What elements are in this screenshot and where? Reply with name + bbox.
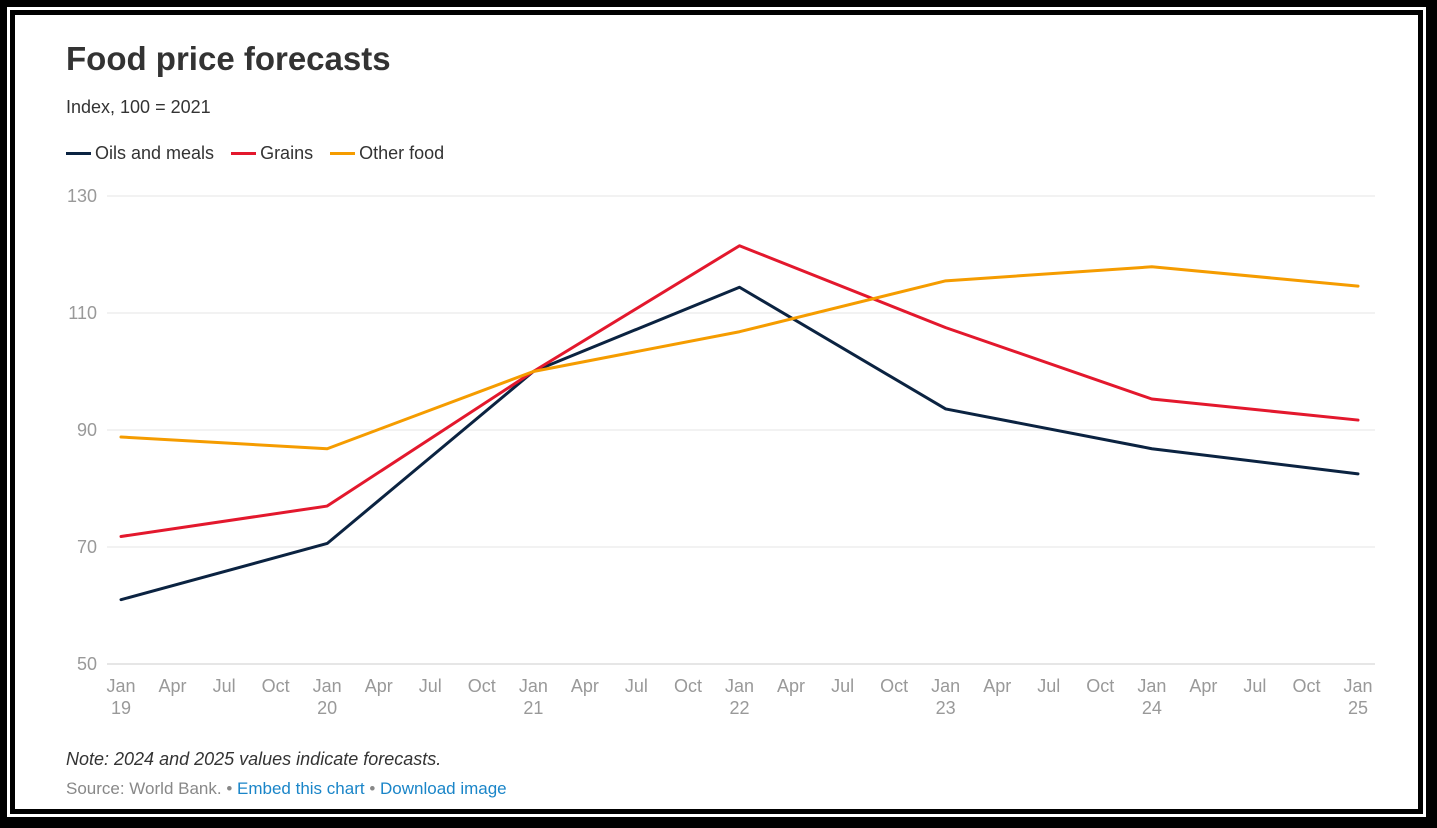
y-tick-label-90: 90 bbox=[77, 420, 97, 440]
x-tick-month-22: Jul bbox=[1243, 676, 1266, 696]
chart-subtitle: Index, 100 = 2021 bbox=[66, 97, 211, 117]
x-tick-month-18: Jul bbox=[1037, 676, 1060, 696]
x-tick-month-1: Apr bbox=[159, 676, 187, 696]
x-tick-month-23: Oct bbox=[1292, 676, 1320, 696]
x-tick-month-2: Jul bbox=[213, 676, 236, 696]
x-tick-month-24: Jan bbox=[1343, 676, 1372, 696]
x-tick-month-10: Jul bbox=[625, 676, 648, 696]
legend-item-other-food[interactable]: Other food bbox=[330, 143, 444, 164]
y-tick-label-50: 50 bbox=[77, 654, 97, 674]
x-tick-month-15: Oct bbox=[880, 676, 908, 696]
x-tick-year-22: 22 bbox=[729, 698, 749, 718]
series-line-oils-and-meals[interactable] bbox=[119, 285, 1360, 602]
chart-source: Source: World Bank. • Embed this chart •… bbox=[66, 779, 507, 799]
chart-note: Note: 2024 and 2025 values indicate fore… bbox=[66, 749, 442, 769]
chart-legend: Oils and meals Grains Other food bbox=[66, 143, 461, 164]
embed-chart-link[interactable]: Embed this chart bbox=[237, 779, 365, 798]
grid-lines bbox=[107, 195, 1375, 665]
y-tick-label-130: 130 bbox=[67, 186, 97, 206]
legend-label-grains: Grains bbox=[260, 143, 314, 163]
frame-border bbox=[7, 7, 1426, 817]
chart-title: Food price forecasts bbox=[66, 40, 391, 77]
legend-label-other-food: Other food bbox=[359, 143, 445, 163]
x-tick-month-0: Jan bbox=[106, 676, 135, 696]
series-line-other-food[interactable] bbox=[119, 265, 1360, 451]
x-tick-year-23: 23 bbox=[936, 698, 956, 718]
separator-1: • bbox=[226, 779, 233, 798]
legend-item-grains[interactable]: Grains bbox=[231, 143, 313, 164]
download-image-link[interactable]: Download image bbox=[380, 779, 507, 798]
x-tick-month-16: Jan bbox=[931, 676, 960, 696]
x-tick-month-13: Apr bbox=[777, 676, 805, 696]
x-tick-year-25: 25 bbox=[1348, 698, 1368, 718]
legend-swatch-other-food bbox=[330, 152, 356, 155]
x-tick-month-17: Apr bbox=[983, 676, 1011, 696]
legend-item-oils-and-meals[interactable]: Oils and meals bbox=[66, 143, 214, 164]
source-text: Source: World Bank. bbox=[66, 779, 222, 798]
x-tick-month-20: Jan bbox=[1137, 676, 1166, 696]
separator-2: • bbox=[369, 779, 376, 798]
x-tick-month-5: Apr bbox=[365, 676, 393, 696]
x-tick-month-19: Oct bbox=[1086, 676, 1114, 696]
x-tick-month-3: Oct bbox=[262, 676, 290, 696]
x-tick-month-14: Jul bbox=[831, 676, 854, 696]
x-tick-year-20: 20 bbox=[317, 698, 337, 718]
x-tick-month-4: Jan bbox=[313, 676, 342, 696]
legend-swatch-oils-and-meals bbox=[66, 152, 91, 155]
x-tick-month-12: Jan bbox=[725, 676, 754, 696]
x-tick-month-7: Oct bbox=[468, 676, 496, 696]
x-tick-month-9: Apr bbox=[571, 676, 599, 696]
legend-swatch-grains bbox=[231, 152, 257, 155]
x-tick-year-21: 21 bbox=[523, 698, 543, 718]
x-tick-year-24: 24 bbox=[1142, 698, 1162, 718]
frame-inner-border bbox=[13, 13, 1420, 811]
y-tick-label-110: 110 bbox=[68, 303, 97, 323]
x-tick-month-8: Jan bbox=[519, 676, 548, 696]
x-tick-month-21: Apr bbox=[1189, 676, 1217, 696]
x-tick-year-19: 19 bbox=[111, 698, 131, 718]
x-tick-month-6: Jul bbox=[419, 676, 442, 696]
x-tick-month-11: Oct bbox=[674, 676, 702, 696]
y-tick-label-70: 70 bbox=[77, 537, 97, 557]
series-lines bbox=[119, 244, 1360, 602]
series-line-grains[interactable] bbox=[119, 244, 1360, 538]
legend-label-oils-and-meals: Oils and meals bbox=[95, 143, 215, 163]
y-axis-ticks: 130 110 90 70 50 bbox=[67, 186, 97, 674]
